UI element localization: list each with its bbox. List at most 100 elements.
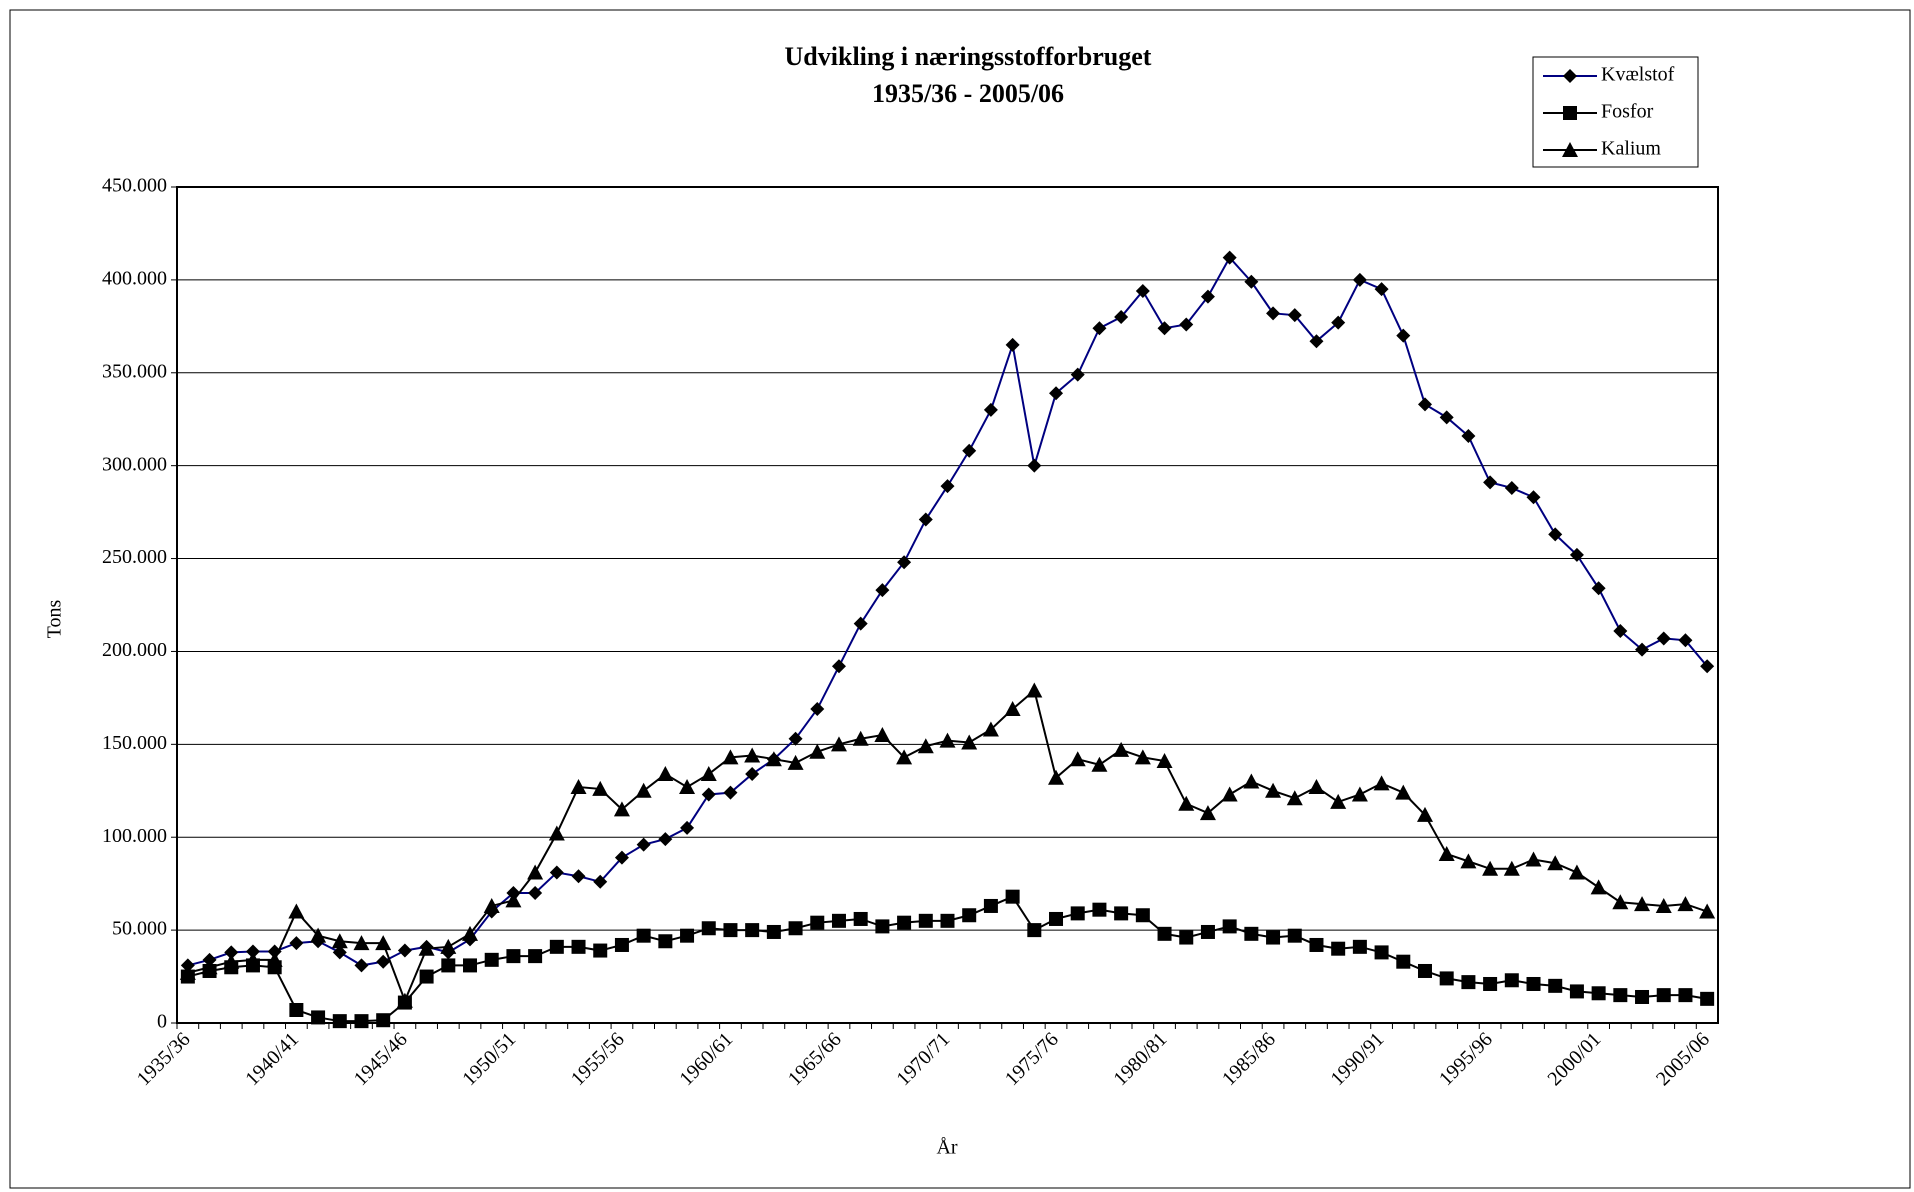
marker: [961, 734, 978, 750]
marker: [830, 736, 847, 752]
marker: [744, 747, 761, 763]
marker: [505, 892, 522, 908]
marker: [1700, 659, 1715, 674]
x-axis-label: År: [936, 1137, 957, 1159]
marker: [288, 903, 305, 919]
marker: [1439, 971, 1454, 986]
marker: [463, 958, 478, 973]
marker: [1525, 851, 1542, 867]
marker: [875, 919, 890, 934]
marker: [745, 767, 760, 782]
y-tick-label: 250.000: [102, 546, 167, 568]
marker: [267, 944, 282, 959]
marker: [1092, 902, 1107, 917]
marker: [1461, 975, 1476, 990]
marker: [1309, 937, 1324, 952]
marker: [983, 898, 998, 913]
marker: [831, 913, 846, 928]
marker: [852, 730, 869, 746]
marker: [1200, 924, 1215, 939]
marker: [1504, 480, 1519, 495]
marker: [1309, 334, 1324, 349]
marker: [1179, 317, 1194, 332]
marker: [441, 958, 456, 973]
marker: [1562, 142, 1578, 157]
marker: [983, 402, 998, 417]
marker: [1308, 779, 1325, 795]
marker: [1179, 930, 1194, 945]
marker: [614, 850, 629, 865]
marker: [397, 943, 412, 958]
marker: [1135, 908, 1150, 923]
marker: [1460, 853, 1477, 869]
marker: [331, 933, 348, 949]
marker: [376, 1013, 391, 1028]
marker: [1265, 782, 1282, 798]
marker: [1548, 978, 1563, 993]
marker: [1004, 701, 1021, 717]
marker: [657, 766, 674, 782]
marker: [765, 751, 782, 767]
marker: [1287, 308, 1302, 323]
marker: [548, 825, 565, 841]
marker: [1483, 976, 1498, 991]
marker: [658, 832, 673, 847]
marker: [875, 583, 890, 598]
marker: [1157, 926, 1172, 941]
marker: [440, 938, 457, 954]
marker: [289, 1002, 304, 1017]
marker: [636, 928, 651, 943]
marker: [506, 949, 521, 964]
marker: [311, 1010, 326, 1025]
marker: [1563, 106, 1577, 120]
marker: [1591, 986, 1606, 1001]
marker: [722, 749, 739, 765]
marker: [571, 939, 586, 954]
marker: [1569, 547, 1584, 562]
marker: [353, 935, 370, 951]
marker: [658, 934, 673, 949]
marker: [1026, 682, 1043, 698]
marker: [1243, 773, 1260, 789]
marker: [1331, 315, 1346, 330]
marker: [1417, 397, 1432, 412]
marker: [1613, 624, 1628, 639]
marker: [528, 949, 543, 964]
legend-label: Fosfor: [1601, 101, 1654, 123]
marker: [1700, 991, 1715, 1006]
marker: [1590, 879, 1607, 895]
marker: [962, 443, 977, 458]
marker: [962, 908, 977, 923]
marker: [1049, 386, 1064, 401]
marker: [788, 921, 803, 936]
marker: [528, 885, 543, 900]
chart-subtitle: 1935/36 - 2005/06: [872, 79, 1064, 108]
legend-label: Kalium: [1601, 138, 1661, 160]
marker: [1563, 69, 1577, 83]
marker: [917, 738, 934, 754]
marker: [223, 953, 240, 969]
marker: [570, 779, 587, 795]
marker: [462, 925, 479, 941]
y-tick-label: 350.000: [102, 360, 167, 382]
marker: [354, 1014, 369, 1029]
marker: [289, 936, 304, 951]
marker: [549, 939, 564, 954]
marker: [1222, 919, 1237, 934]
marker: [1091, 756, 1108, 772]
marker: [484, 952, 499, 967]
marker: [1374, 945, 1389, 960]
marker: [1612, 894, 1629, 910]
marker: [723, 785, 738, 800]
marker: [853, 616, 868, 631]
marker: [1461, 428, 1476, 443]
marker: [1678, 633, 1693, 648]
marker: [982, 721, 999, 737]
marker: [1483, 475, 1498, 490]
marker: [1635, 642, 1650, 657]
marker: [549, 865, 564, 880]
marker: [809, 743, 826, 759]
marker: [1395, 784, 1412, 800]
marker: [896, 749, 913, 765]
marker: [179, 964, 196, 980]
